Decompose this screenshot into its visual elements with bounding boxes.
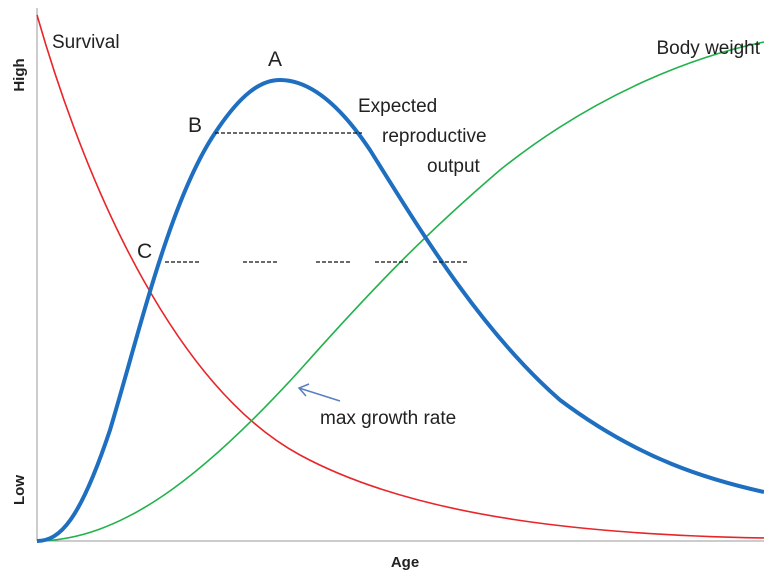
reproduction-curve: [36, 77, 764, 543]
arrow: [297, 383, 341, 402]
reproduction-label: Expected: [358, 96, 437, 117]
point-label: C: [137, 240, 152, 263]
survival-curve: [36, 14, 764, 539]
dashed-lines: [165, 132, 467, 263]
point-label: A: [268, 48, 282, 71]
reproduction-label: output: [427, 156, 481, 177]
x-axis-label: Age: [391, 554, 419, 571]
point-label: B: [188, 114, 202, 137]
y-high-label: High: [11, 58, 28, 91]
body-weight-label: Body weight: [656, 38, 760, 59]
annotation: max growth rate: [320, 408, 456, 429]
body-weight-curve: [36, 41, 764, 542]
reproduction-label: reproductive: [382, 126, 487, 147]
y-low-label: Low: [11, 475, 28, 505]
survival-label: Survival: [52, 32, 120, 53]
